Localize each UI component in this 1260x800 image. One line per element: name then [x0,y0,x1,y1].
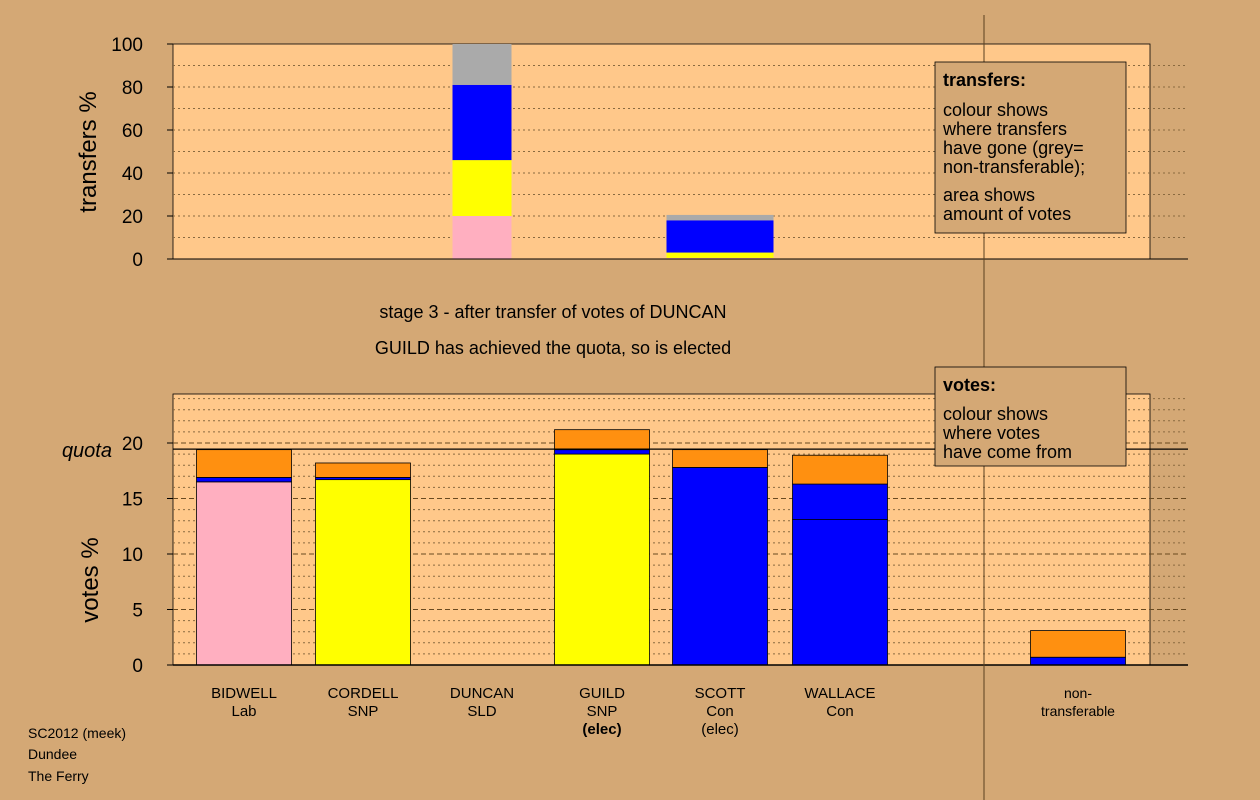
vote-segment-scott [672,467,768,666]
candidate-label: non- [1064,685,1092,701]
vote-segment-non-transferable [1030,630,1126,658]
transfers-legend: transfers: colour shows where transfers … [934,61,1127,234]
footer-ward: The Ferry [28,768,89,784]
vote-segment-bidwell [196,477,292,483]
transfer-segment-duncan [452,216,512,259]
y-tick-label: 0 [132,250,143,271]
candidate-label: SNP [348,703,379,720]
votes-legend-line: have come from [943,442,1072,462]
transfers-legend-line: colour shows [943,100,1048,120]
votes-legend-title: votes: [943,375,996,395]
transfers-y-label: transfers % [75,91,102,212]
vote-segment-scott [672,449,768,468]
transfer-segment-scott [666,252,774,258]
candidate-label: Con [826,703,854,720]
vote-segment-guild [554,453,650,666]
transfers-legend-line: amount of votes [943,204,1071,224]
vote-segment-bidwell [196,449,292,478]
stage-title: stage 3 - after transfer of votes of DUN… [379,302,726,322]
transfer-segment-scott [666,257,774,259]
candidate-label: CORDELL [328,685,399,702]
y-tick-label: 5 [132,601,143,622]
candidate-label: Con [706,703,734,720]
transfer-segment-scott [666,214,774,221]
vote-segment-wallace [792,483,888,520]
candidate-label: WALLACE [804,685,875,702]
transfer-segment-scott [666,220,774,253]
candidate-label: BIDWELL [211,685,277,702]
y-tick-label: 60 [122,121,143,142]
votes-bars [196,429,1126,666]
votes-y-label: votes % [77,537,104,622]
candidate-label: (elec) [701,721,739,738]
y-tick-label: 15 [122,490,143,511]
candidate-label: SCOTT [695,685,746,702]
votes-legend: votes: colour shows where votes have com… [934,366,1127,467]
vote-segment-guild [554,429,650,451]
candidate-labels: BIDWELLLabCORDELLSNPDUNCANSLDGUILDSNP(el… [211,685,1115,738]
y-tick-label: 0 [132,656,143,677]
y-tick-label: 40 [122,164,143,185]
footer-council: Dundee [28,746,77,762]
transfers-legend-title: transfers: [943,70,1026,90]
candidate-label: SNP [587,703,618,720]
transfer-segment-duncan [452,84,512,161]
candidate-label: DUNCAN [450,685,514,702]
y-tick-label: 100 [111,35,143,56]
votes-legend-line: where votes [942,423,1040,443]
transfers-legend-line: area shows [943,185,1035,205]
candidate-label: Lab [231,703,256,720]
vote-segment-guild [554,449,650,455]
y-tick-label: 80 [122,78,143,99]
transfers-bars [452,44,774,259]
stage-note: GUILD has achieved the quota, so is elec… [375,338,731,358]
transfers-legend-line: non-transferable); [943,157,1085,177]
candidate-label: transferable [1041,703,1115,719]
votes-y-ticks: 0 5 10 15 20 [122,434,173,677]
vote-segment-bidwell [196,481,292,666]
votes-legend-line: colour shows [943,404,1048,424]
transfer-segment-duncan [452,44,512,85]
transfers-legend-line: have gone (grey= [943,138,1084,158]
transfers-y-ticks: 0 20 40 60 80 100 [111,35,1188,271]
vote-segment-non-transferable [1030,656,1126,666]
vote-segment-wallace [792,519,888,666]
footer-election: SC2012 (meek) [28,725,126,741]
candidate-label: GUILD [579,685,625,702]
transfers-legend-line: where transfers [942,119,1067,139]
candidate-label: (elec) [582,721,621,738]
quota-label: quota [62,440,112,462]
transfer-segment-duncan [452,160,512,216]
candidate-label: SLD [467,703,496,720]
y-tick-label: 10 [122,545,143,566]
vote-segment-cordell [315,462,411,478]
y-tick-label: 20 [122,434,143,455]
y-tick-label: 20 [122,207,143,228]
vote-segment-wallace [792,454,888,485]
vote-segment-cordell [315,479,411,666]
